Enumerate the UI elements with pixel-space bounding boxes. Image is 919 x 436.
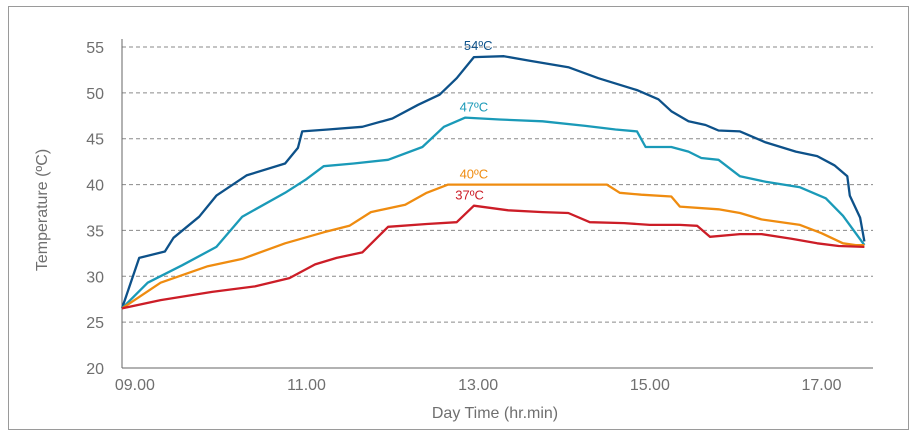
annotation-label: 37ºC bbox=[455, 188, 484, 203]
y-tick-labels: 20 25 30 35 40 45 50 55 bbox=[86, 40, 104, 378]
y-tick-label: 40 bbox=[86, 178, 104, 195]
grid-lines bbox=[122, 46, 873, 323]
annotation-label: 47ºC bbox=[460, 100, 489, 115]
series-line-4 bbox=[121, 204, 865, 310]
y-tick-label: 20 bbox=[86, 361, 104, 378]
x-tick-label: 15.00 bbox=[630, 377, 670, 394]
x-axis-title: Day Time (hr.min) bbox=[432, 405, 558, 422]
y-axis-title: Temperature (ºC) bbox=[34, 149, 51, 271]
y-tick-label: 30 bbox=[86, 269, 104, 286]
y-tick-label: 55 bbox=[86, 40, 104, 57]
x-tick-label: 13.00 bbox=[458, 377, 498, 394]
series-line-1 bbox=[120, 55, 866, 309]
series-line-2 bbox=[121, 116, 866, 310]
series-line-3 bbox=[121, 183, 865, 310]
x-tick-labels: 09.00 11.00 13.00 15.00 17.00 bbox=[115, 377, 842, 394]
axes bbox=[121, 39, 873, 369]
y-tick-label: 50 bbox=[86, 86, 104, 103]
x-tick-label: 09.00 bbox=[115, 377, 155, 394]
x-tick-label: 17.00 bbox=[801, 377, 841, 394]
annotations: 54ºC 47ºC 40ºC 37ºC bbox=[455, 38, 492, 202]
series-lines bbox=[120, 55, 866, 310]
annotation-label: 40ºC bbox=[460, 167, 489, 182]
x-tick-label: 11.00 bbox=[287, 377, 326, 394]
y-tick-label: 35 bbox=[86, 223, 104, 240]
y-tick-label: 45 bbox=[86, 132, 104, 149]
y-tick-label: 25 bbox=[86, 315, 104, 332]
annotation-label: 54ºC bbox=[464, 38, 493, 53]
